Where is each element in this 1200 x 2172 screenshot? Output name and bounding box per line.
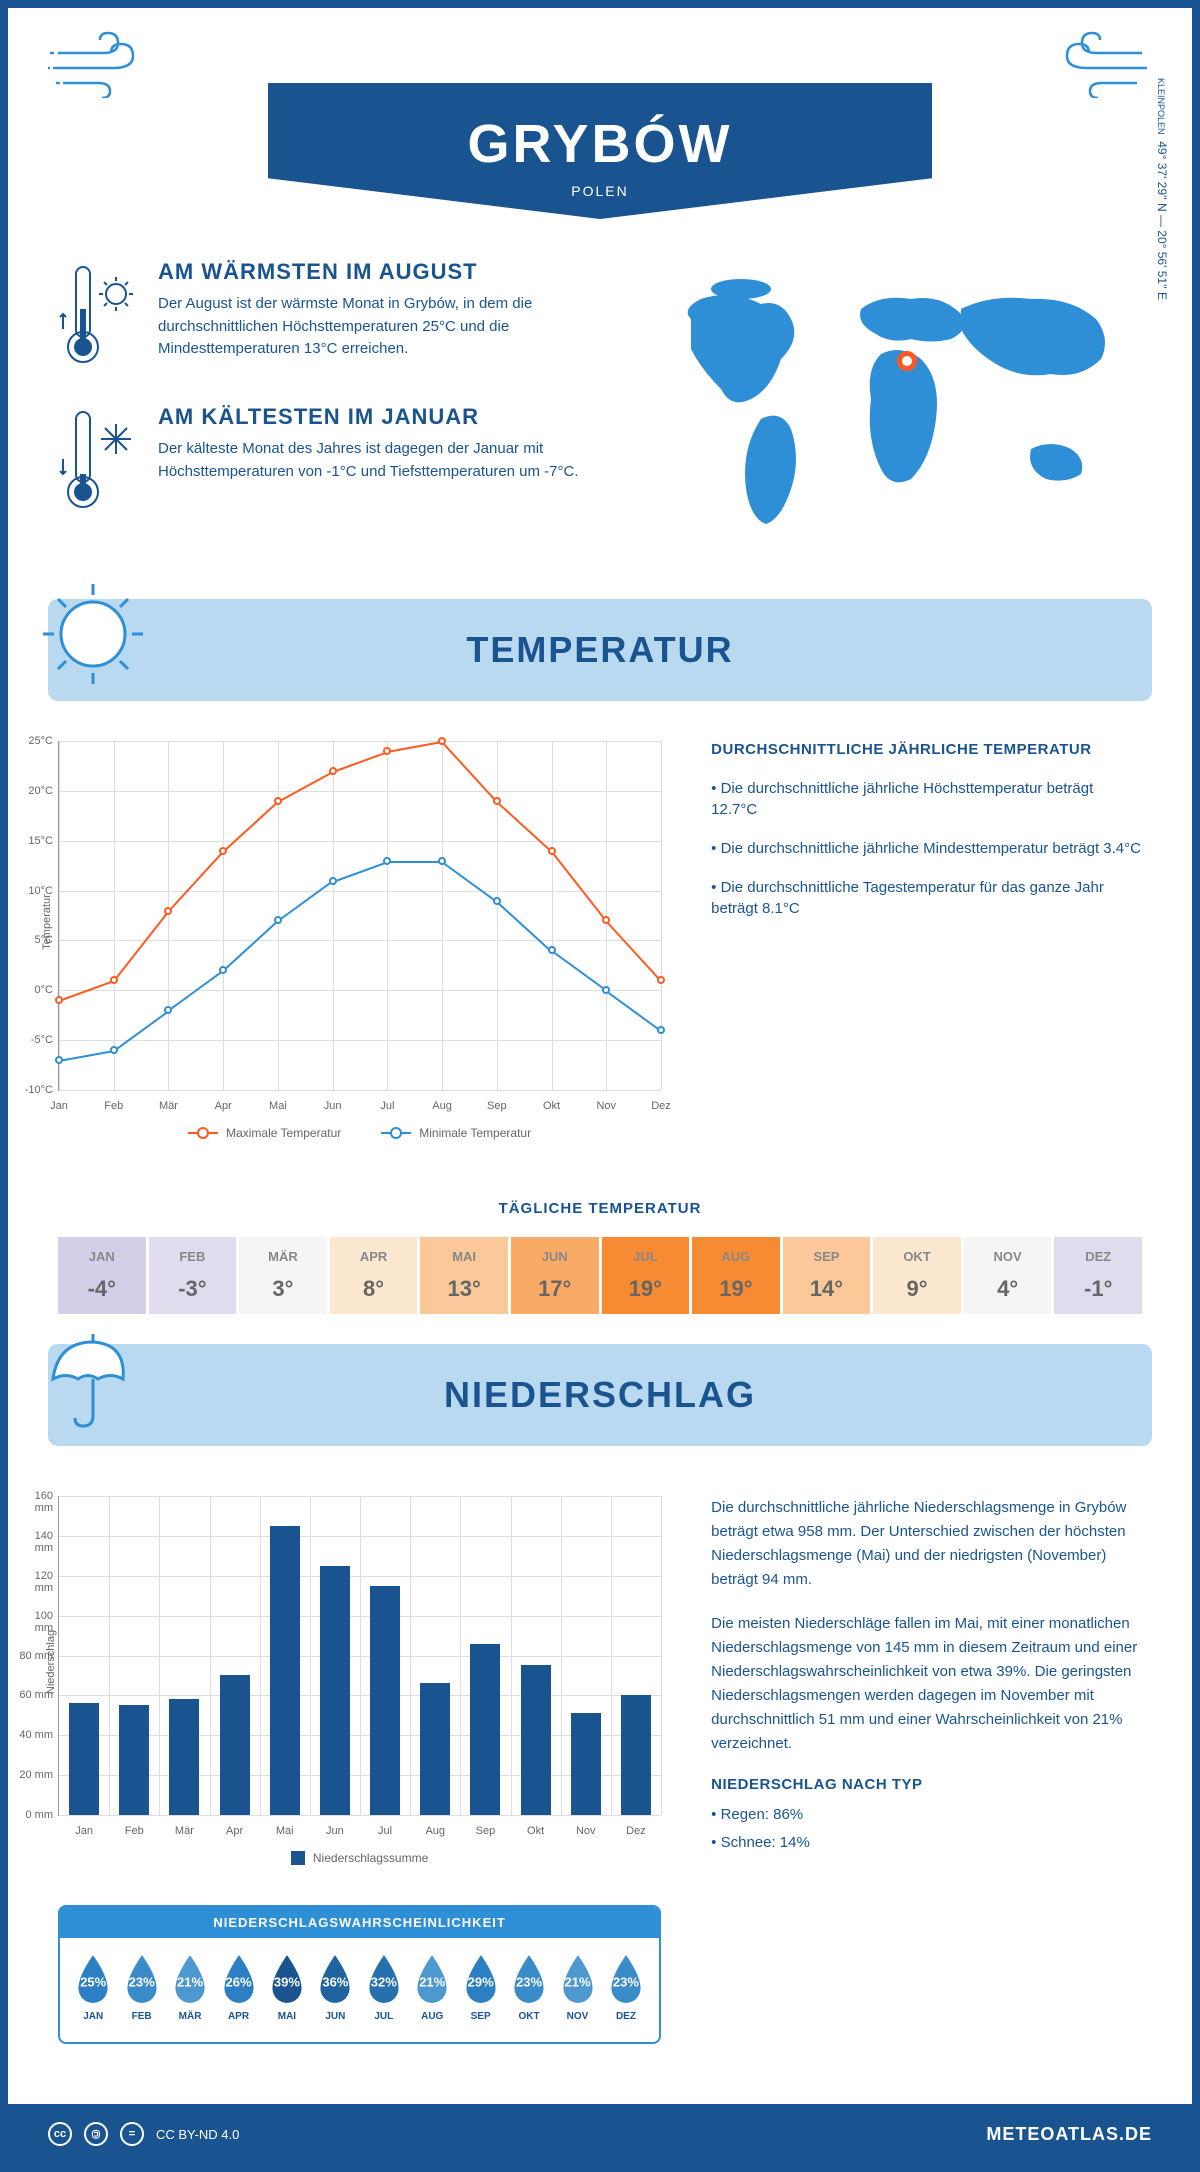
cc-icon: cc — [48, 2122, 72, 2146]
probability-drop: 39%MAI — [264, 1953, 310, 2022]
coldest-title: AM KÄLTESTEN IM JANUAR — [158, 404, 580, 430]
warmest-block: AM WÄRMSTEN IM AUGUST Der August ist der… — [58, 259, 580, 374]
site-name: METEOATLAS.DE — [986, 2124, 1152, 2145]
country-subtitle: POLEN — [288, 183, 912, 199]
nd-icon: = — [120, 2122, 144, 2146]
warmest-title: AM WÄRMSTEN IM AUGUST — [158, 259, 580, 285]
temperature-line-chart: Temperatur -10°C-5°C0°C5°C10°C15°C20°C25… — [58, 741, 661, 1091]
precip-legend: Niederschlagssumme — [58, 1851, 661, 1865]
probability-drop: 21%NOV — [554, 1953, 600, 2022]
temperature-heading: TEMPERATUR — [78, 629, 1122, 671]
probability-drop: 29%SEP — [457, 1953, 503, 2022]
month-cell: DEZ-1° — [1054, 1237, 1142, 1314]
daily-temp-heading: TÄGLICHE TEMPERATUR — [58, 1200, 1142, 1217]
precip-y-label: Niederschlag — [45, 1629, 57, 1693]
temp-info: DURCHSCHNITTLICHE JÄHRLICHE TEMPERATUR •… — [711, 741, 1142, 1140]
month-cell: JUL19° — [602, 1237, 690, 1314]
page-header: GRYBÓW POLEN — [268, 83, 932, 219]
coldest-block: AM KÄLTESTEN IM JANUAR Der kälteste Mona… — [58, 404, 580, 519]
location-marker — [897, 351, 917, 371]
daily-temp-grid: JAN-4°FEB-3°MÄR3°APR8°MAI13°JUN17°JUL19°… — [58, 1237, 1142, 1314]
warmest-text: Der August ist der wärmste Monat in Gryb… — [158, 293, 580, 361]
probability-drop: 26%APR — [215, 1953, 261, 2022]
thermometer-cold-icon — [58, 404, 138, 519]
precipitation-heading: NIEDERSCHLAG — [78, 1374, 1122, 1416]
precipitation-section-head: NIEDERSCHLAG — [48, 1344, 1152, 1446]
probability-drop: 36%JUN — [312, 1953, 358, 2022]
coldest-text: Der kälteste Monat des Jahres ist dagege… — [158, 438, 580, 483]
month-cell: NOV4° — [964, 1237, 1052, 1314]
month-cell: SEP14° — [783, 1237, 871, 1314]
temp-legend: .legend-line:nth-child(1)::after{border-… — [58, 1126, 661, 1140]
month-cell: FEB-3° — [149, 1237, 237, 1314]
probability-drop: 25%JAN — [70, 1953, 116, 2022]
page-footer: cc 🄯 = CC BY-ND 4.0 METEOATLAS.DE — [8, 2104, 1192, 2164]
world-map — [620, 259, 1142, 539]
month-cell: AUG19° — [692, 1237, 780, 1314]
temperature-section-head: TEMPERATUR — [48, 599, 1152, 701]
sun-icon — [38, 579, 148, 694]
probability-heading: NIEDERSCHLAGSWAHRSCHEINLICHKEIT — [60, 1907, 659, 1938]
license-text: CC BY-ND 4.0 — [156, 2127, 239, 2142]
month-cell: JUN17° — [511, 1237, 599, 1314]
probability-drop: 23%OKT — [506, 1953, 552, 2022]
probability-drop: 21%MÄR — [167, 1953, 213, 2022]
city-title: GRYBÓW — [288, 113, 912, 175]
by-icon: 🄯 — [84, 2122, 108, 2146]
probability-drop: 23%FEB — [118, 1953, 164, 2022]
probability-box: NIEDERSCHLAGSWAHRSCHEINLICHKEIT 25%JAN23… — [58, 1905, 661, 2044]
thermometer-hot-icon — [58, 259, 138, 374]
coordinates: KLEINPOLEN 49° 37' 29'' N — 20° 56' 51''… — [1155, 78, 1169, 300]
umbrella-icon — [38, 1324, 148, 1439]
probability-drop: 23%DEZ — [603, 1953, 649, 2022]
precipitation-bar-chart: Niederschlag 0 mm20 mm40 mm60 mm80 mm100… — [58, 1496, 661, 1816]
month-cell: MAI13° — [420, 1237, 508, 1314]
probability-drop: 32%JUL — [361, 1953, 407, 2022]
precip-text: Die durchschnittliche jährliche Niedersc… — [711, 1496, 1142, 2044]
month-cell: APR8° — [330, 1237, 418, 1314]
month-cell: MÄR3° — [239, 1237, 327, 1314]
month-cell: OKT9° — [873, 1237, 961, 1314]
month-cell: JAN-4° — [58, 1237, 146, 1314]
probability-drop: 21%AUG — [409, 1953, 455, 2022]
